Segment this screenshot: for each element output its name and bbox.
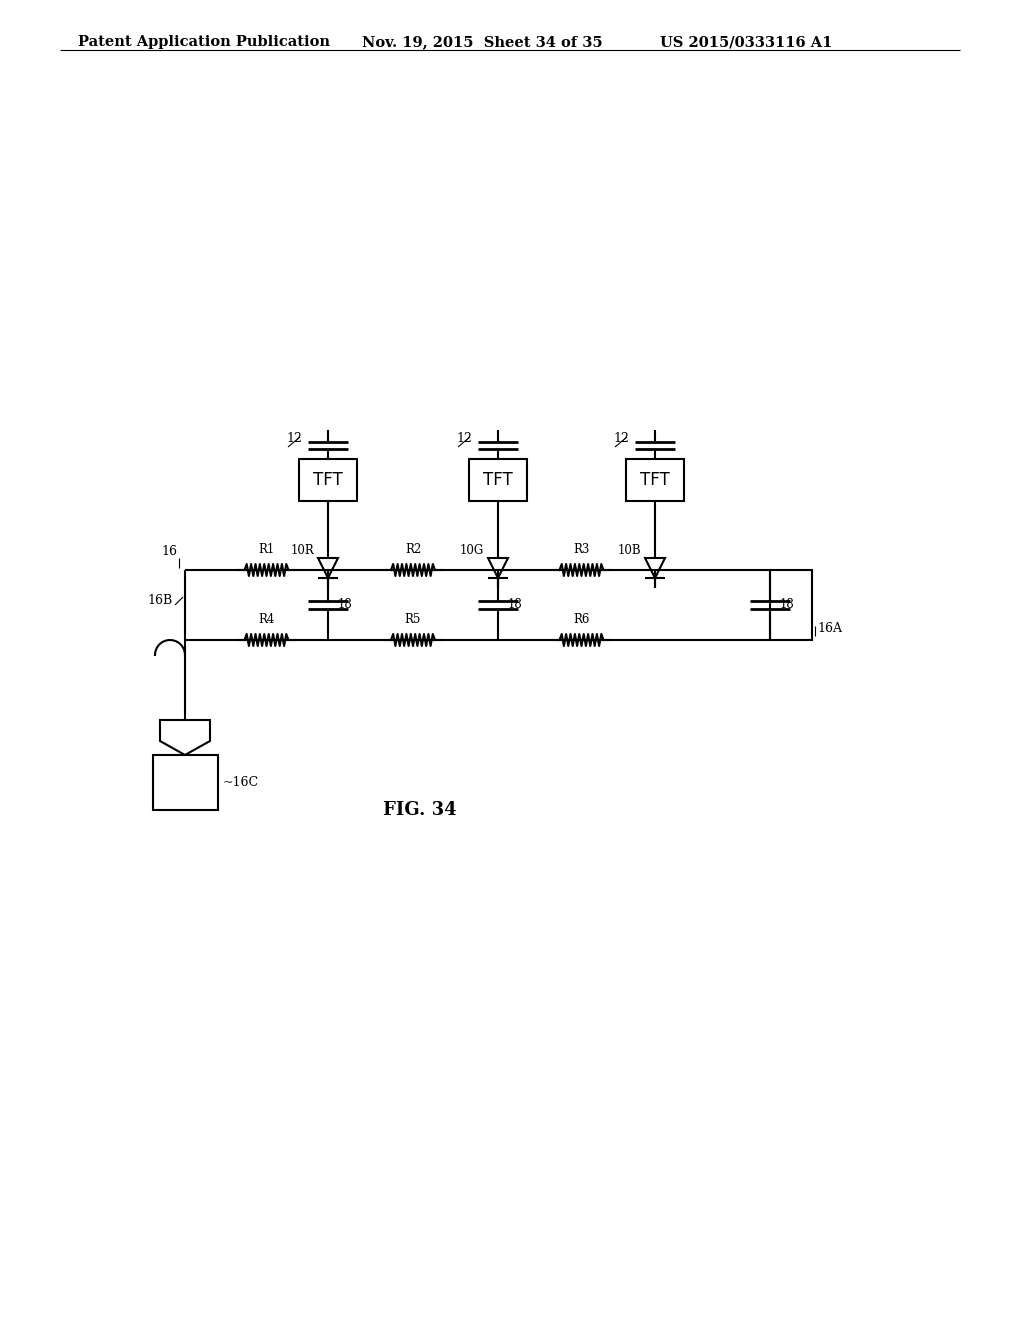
Text: R4: R4 <box>258 612 274 626</box>
Text: TFT: TFT <box>313 471 343 488</box>
Text: 10B: 10B <box>617 544 641 557</box>
Text: 12: 12 <box>456 432 472 445</box>
Text: 18: 18 <box>508 598 522 611</box>
Text: 16A: 16A <box>817 622 842 635</box>
Text: TFT: TFT <box>483 471 513 488</box>
Text: R2: R2 <box>404 543 421 556</box>
Text: US 2015/0333116 A1: US 2015/0333116 A1 <box>660 36 833 49</box>
Text: R1: R1 <box>258 543 274 556</box>
Text: TFT: TFT <box>640 471 670 488</box>
Text: 16: 16 <box>161 545 177 558</box>
Bar <box>770 570 812 640</box>
Bar <box>626 459 684 502</box>
Bar <box>153 755 217 810</box>
Text: R6: R6 <box>573 612 590 626</box>
Text: Nov. 19, 2015  Sheet 34 of 35: Nov. 19, 2015 Sheet 34 of 35 <box>362 36 603 49</box>
Bar <box>299 459 357 502</box>
Text: 10R: 10R <box>290 544 314 557</box>
Text: 16B: 16B <box>147 594 173 606</box>
Text: 12: 12 <box>286 432 302 445</box>
Text: R3: R3 <box>573 543 590 556</box>
Text: FIG. 34: FIG. 34 <box>383 801 457 818</box>
Bar <box>469 459 527 502</box>
Text: Patent Application Publication: Patent Application Publication <box>78 36 330 49</box>
Text: 12: 12 <box>613 432 629 445</box>
Text: R5: R5 <box>404 612 421 626</box>
Text: 10G: 10G <box>460 544 484 557</box>
Text: ~16C: ~16C <box>222 776 259 789</box>
Text: 18: 18 <box>780 598 795 611</box>
Text: 18: 18 <box>338 598 352 611</box>
